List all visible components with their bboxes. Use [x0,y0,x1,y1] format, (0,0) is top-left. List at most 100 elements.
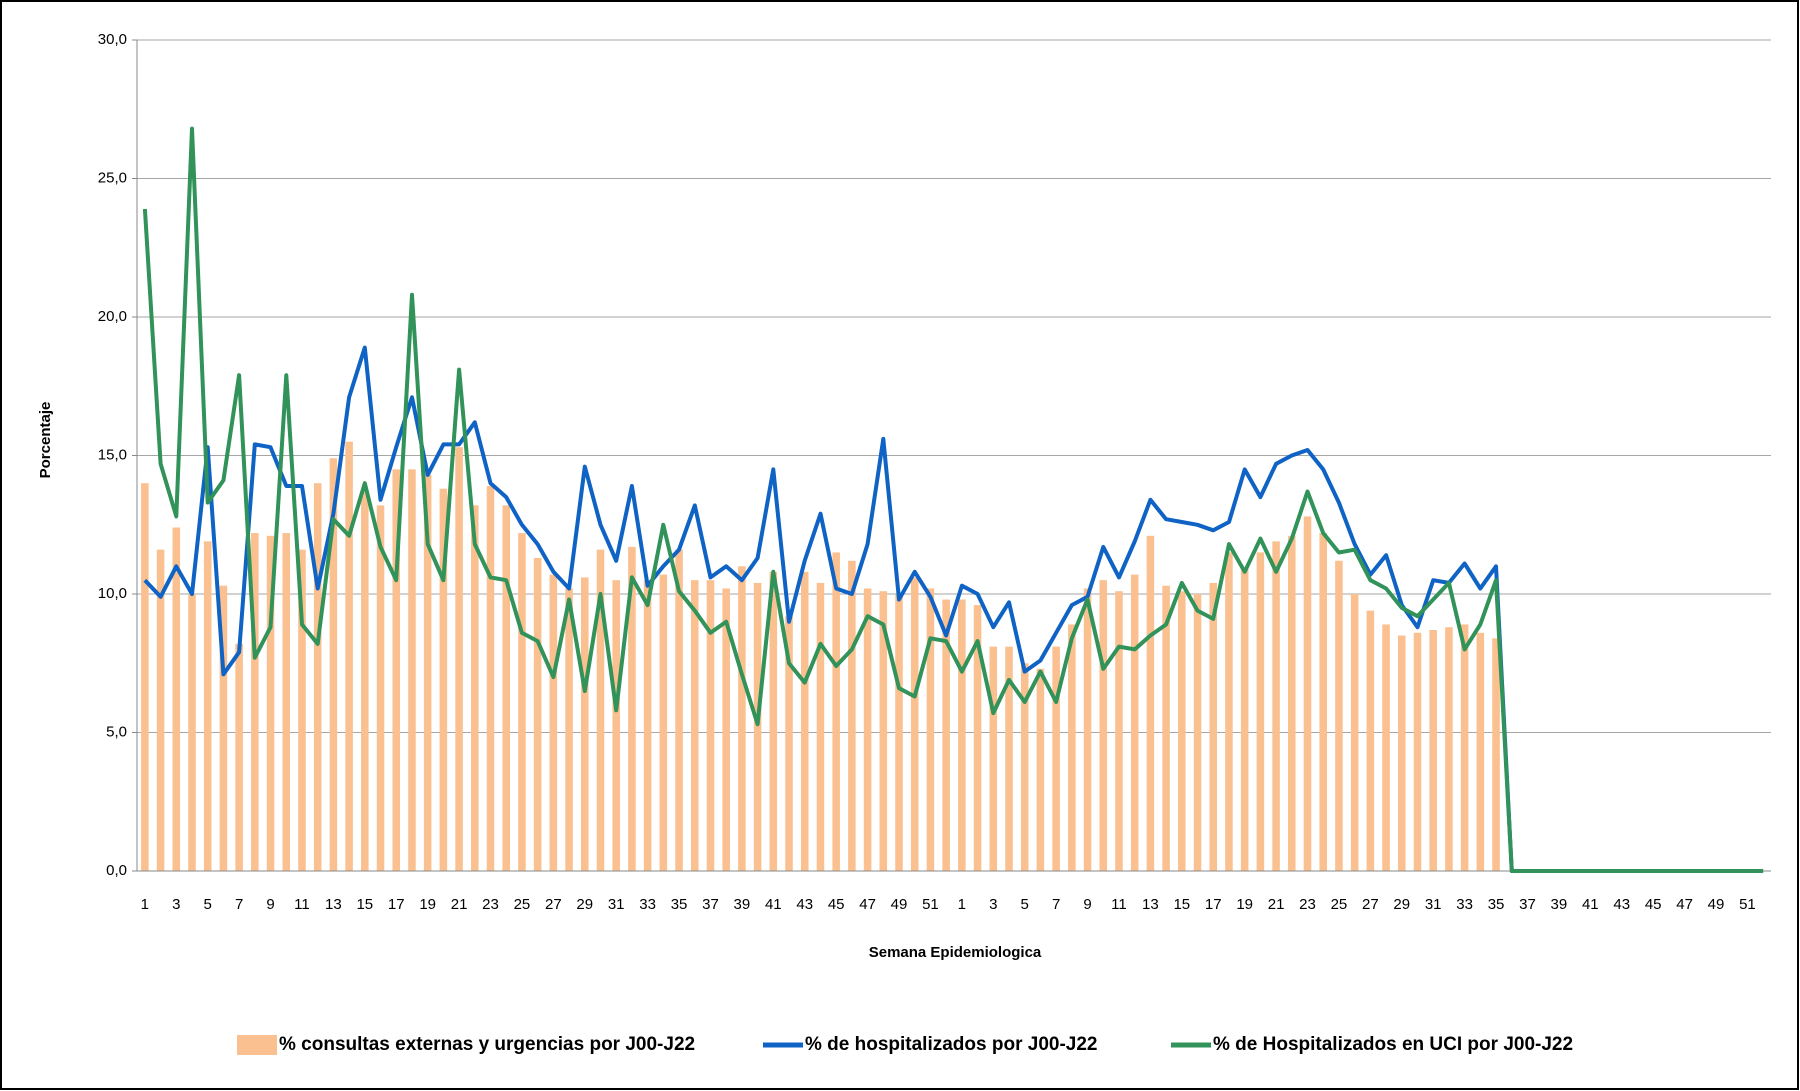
bar [266,535,275,871]
bar [1115,591,1123,871]
bar [533,557,542,871]
y-tick-label: 15,0 [98,446,127,463]
bar [926,588,935,871]
bar [1020,663,1029,871]
bar [518,533,526,871]
legend-swatch [237,1035,277,1055]
bar [1476,632,1485,871]
x-tick-label: 13 [1142,896,1159,913]
x-tick-label: 3 [989,896,997,913]
x-tick-label: 35 [671,896,688,913]
bar [1146,535,1155,871]
bar [1162,585,1170,871]
x-tick-label: 25 [514,896,531,913]
bar [235,643,243,871]
x-tick-label: 15 [1173,896,1190,913]
x-tick-label: 37 [1519,896,1536,913]
bar [376,505,385,871]
bar [848,560,856,871]
x-tick-label: 41 [1582,896,1599,913]
bar [1083,588,1092,871]
x-tick-label: 9 [1083,896,1091,913]
bar [643,580,652,871]
bar [769,571,778,871]
x-tick-label: 41 [765,896,782,913]
x-tick-label: 31 [608,896,625,913]
bar [1256,552,1265,871]
bar [282,533,291,871]
bar [675,549,683,871]
x-tick-label: 47 [1676,896,1693,913]
x-tick-label: 37 [702,896,719,913]
bar [910,577,919,871]
bar [706,580,715,871]
x-tick-label: 7 [235,896,243,913]
x-tick-label: 43 [796,896,813,913]
x-tick-label: 13 [325,896,342,913]
bar [203,541,212,871]
bar [156,549,165,871]
x-tick-label: 21 [451,896,468,913]
x-tick-label: 49 [1708,896,1725,913]
bar [1492,638,1500,871]
bar [1052,646,1060,871]
bar [942,599,950,871]
legend-label: % de Hospitalizados en UCI por J00-J22 [1213,1034,1573,1055]
x-tick-label: 27 [545,896,562,913]
bar [141,483,149,871]
bar [1099,580,1108,871]
bar [1460,624,1469,871]
bar [1272,541,1280,871]
x-tick-label: 5 [1021,896,1029,913]
bar [1130,574,1139,871]
legend-label: % consultas externas y urgencias por J00… [279,1034,695,1055]
bar [423,474,432,871]
bar [816,582,825,871]
bar [408,469,416,871]
x-tick-label: 27 [1362,896,1379,913]
bar [313,483,322,871]
x-tick-label: 21 [1268,896,1285,913]
bar [345,441,353,871]
x-tick-label: 35 [1488,896,1505,913]
bar [471,505,479,871]
bar [659,574,668,871]
x-tick-label: 25 [1331,896,1348,913]
bar [439,488,448,871]
y-tick-label: 5,0 [106,723,127,740]
bar [1413,632,1422,871]
bar [1335,560,1343,871]
x-tick-label: 47 [859,896,876,913]
x-tick-label: 11 [1111,896,1127,913]
x-tick-label: 45 [1645,896,1662,913]
x-axis-label: Semana Epidemiologica [869,944,1042,961]
x-tick-label: 39 [1551,896,1568,913]
bar [1303,516,1312,871]
x-tick-label: 49 [891,896,908,913]
bar [361,491,369,871]
bar [722,588,730,871]
x-tick-label: 39 [734,896,751,913]
bar [1445,627,1453,871]
bar [958,599,966,871]
x-tick-label: 23 [1299,896,1316,913]
x-tick-label: 19 [1236,896,1253,913]
bar [1366,610,1375,871]
x-tick-label: 5 [204,896,212,913]
x-tick-label: 17 [1205,896,1222,913]
bar [1240,569,1249,871]
bar [1382,624,1390,871]
x-tick-label: 11 [294,896,310,913]
bar [879,591,888,871]
x-tick-label: 51 [1739,896,1756,913]
bar [565,588,573,871]
bar [1209,582,1218,871]
y-tick-label: 20,0 [98,308,127,325]
bar [502,505,510,871]
bar [863,588,872,871]
bar [1005,646,1013,871]
bar [549,574,558,871]
x-tick-label: 19 [419,896,436,913]
y-tick-label: 0,0 [106,862,127,879]
